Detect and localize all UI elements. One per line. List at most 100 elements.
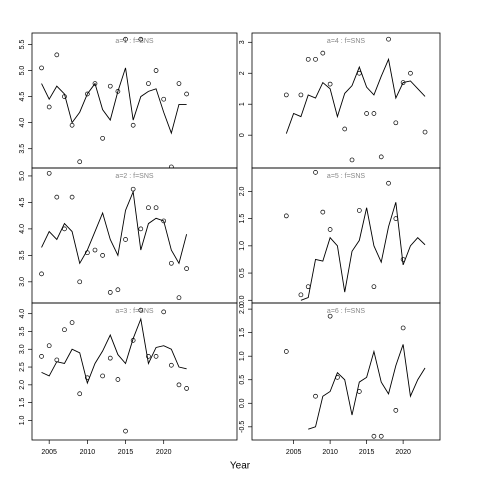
data-point [393,407,399,413]
panel-title: a=6 : f=SNS [327,308,365,315]
data-point [393,120,399,126]
y-tick-label: 3.0 [19,277,26,287]
data-point [69,122,75,128]
panel: a=4 : f=SNS 0 1 2 3 [239,32,441,169]
data-point [356,208,362,213]
data-point [283,213,289,219]
data-point [100,135,105,141]
data-point [168,164,174,168]
panel-title: a=5 : f=SNS [327,173,365,180]
plot-area [283,313,426,439]
data-point [62,327,67,333]
data-point [54,357,60,363]
y-tick-label: 1.0 [239,351,246,361]
data-point [313,56,318,62]
data-point [305,56,311,62]
data-point [153,68,159,73]
y-tick-label: 1.0 [239,241,246,251]
y-tick-label: 1.5 [19,398,26,408]
data-point [107,290,113,295]
data-point [39,271,44,277]
y-tick-label: 0.0 [239,295,246,305]
plot-area [39,36,189,168]
data-point [77,159,83,165]
data-point [77,391,83,397]
y-tick-label: 2 [239,71,246,75]
data-point [356,389,362,394]
y-tick-label: 0.5 [239,375,246,385]
y-tick-label: 3 [239,40,246,44]
y-tick-label: 2.0 [239,304,246,314]
data-point [349,157,355,163]
data-point [115,287,121,293]
x-axis-label: Year [230,461,251,472]
series-line [300,202,426,301]
plot-area [283,170,426,301]
data-point [393,216,399,221]
y-tick-label: 5.0 [19,66,26,76]
panel-title: a=1 : f=SNS [115,38,153,45]
data-point [146,81,151,86]
plot-area [39,170,189,301]
data-point [138,226,144,232]
plot-frame [31,167,238,304]
data-point [39,354,44,359]
data-point [100,373,105,379]
x-tick-label: 2005 [286,449,302,456]
data-point [400,257,406,262]
x-tick-label: 2015 [359,449,375,456]
data-point [85,91,90,97]
data-point [123,36,128,42]
x-tick-label: 2020 [156,449,172,456]
data-point [115,89,121,94]
data-point [305,284,311,290]
y-tick-label: 4.5 [19,197,26,207]
data-point [327,313,333,319]
data-point [46,343,52,349]
data-point [92,247,98,253]
y-tick-label: 3.5 [19,144,26,154]
data-point [320,50,326,56]
y-tick-label: 4.5 [19,92,26,102]
plot-frame [251,32,441,169]
data-point [400,325,406,331]
x-tick-label: 2010 [322,449,338,456]
data-point [400,80,406,85]
data-point [153,205,159,211]
data-point [54,52,60,58]
data-point [85,375,90,381]
data-point [69,194,75,200]
data-point [327,227,333,232]
panel: a=3 : f=SNS 1.0 1.5 2.0 2.5 3.0 3.5 4.0 2005 2010… [19,302,238,456]
panel-title: a=4 : f=SNS [327,38,365,45]
data-point [298,92,304,98]
data-point [176,81,182,86]
y-tick-label: 1 [239,102,246,106]
y-tick-label: 0.5 [239,268,246,278]
data-point [313,393,318,399]
y-tick-label: 5.0 [19,171,26,181]
plot-frame [31,302,238,441]
data-point [161,218,167,224]
panel: a=1 : f=SNS 3.5 4.0 4.5 5.0 5.5 [19,32,238,169]
data-point [46,104,52,110]
data-point [115,377,121,382]
data-point [386,180,391,186]
data-point [371,111,377,116]
data-point [92,81,98,86]
series-line [41,190,188,265]
data-point [168,362,174,368]
panel-title: a=2 : f=SNS [115,173,153,180]
data-point [39,65,44,71]
data-point [62,94,67,99]
data-point [356,70,362,76]
data-point [100,253,105,258]
data-point [320,209,326,215]
data-point [371,433,377,439]
y-tick-label: 5.5 [19,39,26,49]
data-point [130,338,136,343]
data-point [62,226,67,232]
panel-title: a=3 : f=SNS [115,308,153,315]
y-tick-label: 2.5 [19,362,26,372]
